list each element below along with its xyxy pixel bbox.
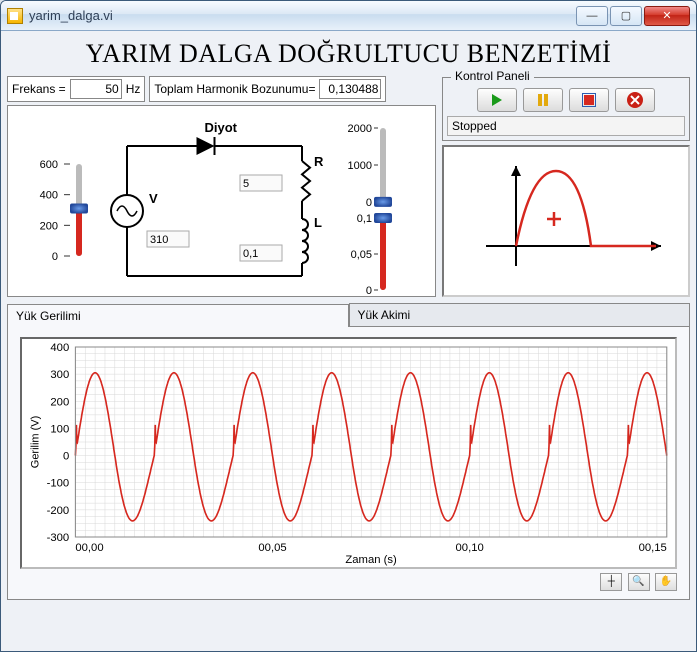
svg-text:0: 0 [365, 197, 371, 209]
abort-icon [626, 91, 644, 109]
cursor-tool-icon[interactable]: ┼ [600, 573, 622, 591]
zoom-tool-icon[interactable]: 🔍 [628, 573, 650, 591]
svg-text:400: 400 [50, 342, 69, 354]
svg-text:100: 100 [50, 424, 69, 436]
minimize-button[interactable]: — [576, 6, 608, 26]
svg-text:200: 200 [39, 220, 57, 232]
svg-text:400: 400 [39, 190, 57, 202]
svg-text:-100: -100 [47, 478, 70, 490]
svg-text:-200: -200 [47, 505, 70, 517]
inductance-slider[interactable] [374, 213, 392, 223]
svg-text:600: 600 [39, 159, 57, 171]
svg-text:Zaman (s): Zaman (s) [345, 554, 397, 566]
svg-text:Diyot: Diyot [204, 120, 237, 135]
client-area: YARIM DALGA DOĞRULTUCU BENZETİMİ Frekans… [1, 31, 696, 651]
svg-text:1000: 1000 [347, 160, 371, 172]
thd-label: Toplam Harmonik Bozunumu= [154, 82, 315, 96]
freq-label: Frekans = [12, 82, 66, 96]
svg-text:00,15: 00,15 [639, 542, 667, 554]
svg-text:00,00: 00,00 [75, 542, 103, 554]
stop-button[interactable] [569, 88, 609, 112]
titlebar[interactable]: yarim_dalga.vi — ▢ ✕ [1, 1, 696, 31]
svg-text:0: 0 [365, 285, 371, 296]
circuit-panel: 6004002000DiyotRLV31050,12000100000,10,0… [7, 105, 436, 297]
svg-text:300: 300 [50, 369, 69, 381]
voltage-slider[interactable] [70, 203, 88, 213]
page-title: YARIM DALGA DOĞRULTUCU BENZETİMİ [7, 39, 690, 69]
thd-output [319, 79, 381, 99]
svg-text:00,05: 00,05 [258, 542, 286, 554]
waveform-graph[interactable]: 400 300 200 100 0 -100 -200 -300 00,00 00,05 00,10… [20, 337, 677, 569]
svg-text:L: L [314, 215, 322, 230]
close-button[interactable]: ✕ [644, 6, 690, 26]
maximize-button[interactable]: ▢ [610, 6, 642, 26]
tab-current[interactable]: Yük Akimi [349, 303, 691, 326]
stop-icon [582, 93, 596, 107]
control-status: Stopped [447, 116, 685, 136]
window-title: yarim_dalga.vi [29, 8, 574, 23]
freq-input[interactable] [70, 79, 122, 99]
control-panel-legend: Kontrol Paneli [451, 69, 534, 83]
svg-text:-300: -300 [47, 532, 70, 544]
abort-button[interactable] [615, 88, 655, 112]
pan-tool-icon[interactable]: ✋ [655, 573, 677, 591]
pause-button[interactable] [523, 88, 563, 112]
svg-text:200: 200 [50, 396, 69, 408]
resistance-input[interactable]: 5 [243, 178, 249, 190]
svg-text:Gerilim (V): Gerilim (V) [29, 415, 41, 468]
svg-text:R: R [314, 154, 324, 169]
voltage-input[interactable]: 310 [150, 234, 168, 246]
tab-voltage[interactable]: Yük Gerilimi [7, 304, 349, 327]
svg-text:0: 0 [63, 451, 69, 463]
svg-text:V: V [149, 191, 158, 206]
circuit-diagram: 6004002000DiyotRLV31050,12000100000,10,0… [32, 106, 412, 296]
svg-text:0,1: 0,1 [356, 213, 371, 225]
scope-panel [442, 145, 690, 297]
app-window: yarim_dalga.vi — ▢ ✕ YARIM DALGA DOĞRULT… [0, 0, 697, 652]
graph-panel: 400 300 200 100 0 -100 -200 -300 00,00 00,05 00,10… [7, 326, 690, 600]
app-icon [7, 8, 23, 24]
run-icon [490, 93, 504, 107]
tabs: Yük Gerilimi Yük Akimi [7, 303, 690, 326]
inductance-input[interactable]: 0,1 [243, 248, 258, 260]
run-button[interactable] [477, 88, 517, 112]
param-bar: Frekans = Hz Toplam Harmonik Bozunumu= [7, 77, 436, 101]
svg-text:2000: 2000 [347, 123, 371, 135]
pause-icon [536, 93, 550, 107]
svg-text:0,05: 0,05 [350, 249, 371, 261]
scope-plot [456, 156, 676, 286]
resistance-slider[interactable] [374, 197, 392, 207]
svg-text:0: 0 [51, 251, 57, 263]
control-panel: Kontrol Paneli [442, 77, 690, 141]
svg-text:00,10: 00,10 [456, 542, 484, 554]
freq-unit: Hz [126, 82, 141, 96]
